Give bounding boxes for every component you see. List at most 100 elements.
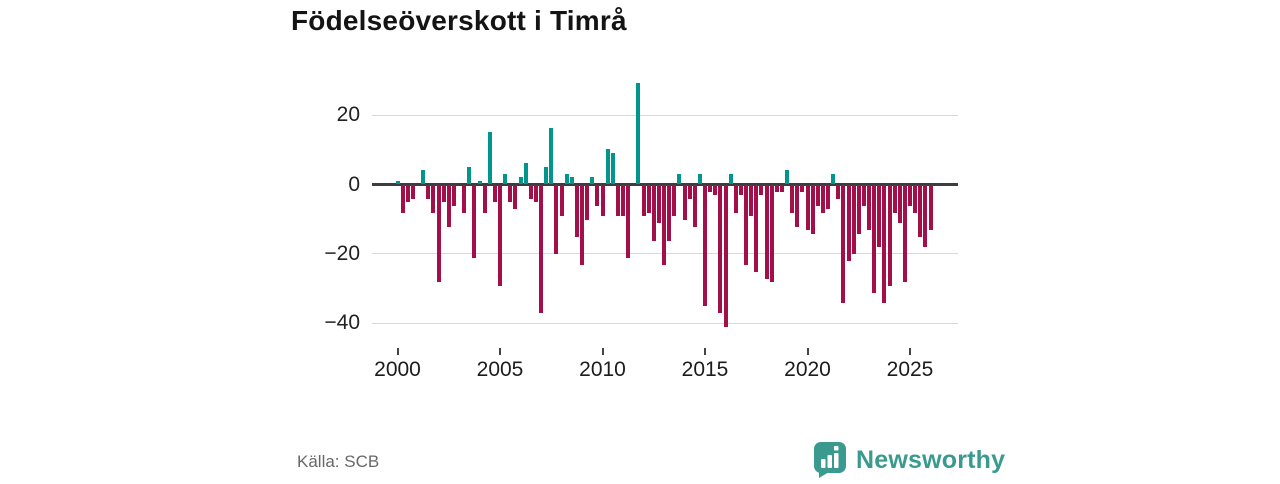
bar-2025-Q1 xyxy=(908,185,912,206)
x-tick-2025 xyxy=(909,348,911,355)
bar-2013-Q4 xyxy=(677,173,682,184)
bar-2014-Q1 xyxy=(682,185,687,220)
bar-2021-Q3 xyxy=(836,185,841,199)
bar-2002-Q3 xyxy=(446,185,451,227)
bar-2009-Q3 xyxy=(590,177,595,184)
bar-2016-Q4 xyxy=(738,185,743,196)
zero-axis-line xyxy=(372,182,958,186)
bar-2000-Q1 xyxy=(395,180,400,184)
bar-2006-Q1 xyxy=(518,177,523,184)
bar-2006-Q4 xyxy=(533,185,538,203)
bar-2020-Q1 xyxy=(805,185,810,231)
bar-2002-Q1 xyxy=(436,185,441,283)
newsworthy-logo: Newsworthy xyxy=(813,441,1005,479)
bar-2017-Q1 xyxy=(744,185,748,265)
bar-2012-Q2 xyxy=(646,185,651,213)
bar-2005-Q1 xyxy=(498,185,502,286)
bar-2018-Q4 xyxy=(779,185,784,192)
bar-chart-speech-bubble-icon xyxy=(813,441,847,479)
bar-2011-Q2 xyxy=(626,185,631,258)
source-label: Källa: SCB xyxy=(297,452,380,471)
bar-2008-Q1 xyxy=(559,185,564,217)
y-axis-label-0: 0 xyxy=(348,172,360,196)
bar-2022-Q1 xyxy=(846,185,851,262)
bar-2005-Q3 xyxy=(508,185,513,203)
x-axis-label-2020: 2020 xyxy=(784,358,831,381)
bar-2024-Q3 xyxy=(897,185,902,224)
bar-2019-Q3 xyxy=(795,185,800,227)
bar-2012-Q4 xyxy=(656,185,661,224)
bar-2004-Q3 xyxy=(487,131,492,184)
x-axis-label-2010: 2010 xyxy=(579,358,626,381)
bar-2015-Q1 xyxy=(703,185,707,307)
bar-2014-Q4 xyxy=(697,173,702,184)
bar-2023-Q3 xyxy=(877,185,882,248)
gridline-y-20 xyxy=(372,114,958,116)
bar-2023-Q1 xyxy=(867,185,871,231)
bar-2005-Q2 xyxy=(503,173,508,184)
bar-2019-Q2 xyxy=(790,185,795,213)
bar-2001-Q3 xyxy=(426,185,431,199)
bar-2003-Q2 xyxy=(462,185,467,213)
x-tick-2020 xyxy=(806,348,809,355)
bar-2007-Q2 xyxy=(544,166,549,184)
bar-2018-Q2 xyxy=(769,185,774,283)
bar-2025-Q3 xyxy=(918,185,923,238)
bar-2018-Q3 xyxy=(774,185,779,192)
bar-2006-Q2 xyxy=(523,163,528,184)
bar-2000-Q4 xyxy=(410,185,415,199)
bar-2017-Q3 xyxy=(754,185,759,272)
y-axis-label-20: 20 xyxy=(336,103,360,127)
bar-2024-Q1 xyxy=(887,185,892,286)
bar-2008-Q2 xyxy=(564,173,569,184)
bar-2010-Q4 xyxy=(615,185,620,217)
x-tick-2005 xyxy=(499,348,501,355)
bar-2024-Q4 xyxy=(902,185,907,283)
bar-2018-Q1 xyxy=(764,185,769,279)
bar-2026-Q1 xyxy=(928,185,933,231)
x-axis-label-2015: 2015 xyxy=(681,358,729,381)
bar-2000-Q3 xyxy=(405,185,410,203)
bar-2021-Q4 xyxy=(841,185,846,303)
bar-2016-Q2 xyxy=(728,173,733,184)
bar-2019-Q4 xyxy=(800,185,805,192)
bar-2020-Q2 xyxy=(810,185,815,234)
bar-2015-Q2 xyxy=(708,185,713,192)
bar-2009-Q2 xyxy=(585,185,590,220)
bar-2025-Q2 xyxy=(913,185,918,213)
bar-2023-Q2 xyxy=(872,185,877,293)
bar-2023-Q4 xyxy=(882,185,887,303)
bar-2004-Q1 xyxy=(477,180,482,184)
bar-2016-Q1 xyxy=(723,185,728,328)
bar-2009-Q4 xyxy=(595,185,600,206)
bar-2008-Q3 xyxy=(569,177,574,184)
bar-2009-Q1 xyxy=(580,185,584,265)
bar-2002-Q2 xyxy=(441,185,446,203)
bar-2012-Q1 xyxy=(641,185,646,217)
bar-2019-Q1 xyxy=(785,170,789,184)
bar-2003-Q4 xyxy=(472,185,477,258)
bar-2014-Q3 xyxy=(692,185,697,227)
y-axis-label--40: −40 xyxy=(324,311,360,335)
bar-2010-Q3 xyxy=(610,152,615,184)
x-tick-2010 xyxy=(601,348,604,355)
x-axis-label-2025: 2025 xyxy=(886,358,934,381)
bar-2015-Q4 xyxy=(718,185,723,314)
bar-2010-Q1 xyxy=(600,185,605,217)
bar-2000-Q2 xyxy=(400,185,405,213)
bar-2004-Q2 xyxy=(482,185,487,213)
bar-2002-Q4 xyxy=(451,185,456,206)
bar-2012-Q3 xyxy=(651,185,656,241)
bar-2003-Q3 xyxy=(467,166,472,184)
bar-2001-Q2 xyxy=(421,170,426,184)
chart-title: Födelseöverskott i Timrå xyxy=(291,5,627,36)
bar-2011-Q4 xyxy=(636,83,641,184)
bar-2024-Q2 xyxy=(892,185,897,213)
bar-2022-Q4 xyxy=(861,185,866,206)
bar-2006-Q3 xyxy=(528,185,533,199)
bar-2017-Q4 xyxy=(759,185,764,196)
x-tick-2015 xyxy=(704,348,706,355)
bar-2011-Q1 xyxy=(621,185,625,217)
x-tick-2000 xyxy=(396,348,399,355)
